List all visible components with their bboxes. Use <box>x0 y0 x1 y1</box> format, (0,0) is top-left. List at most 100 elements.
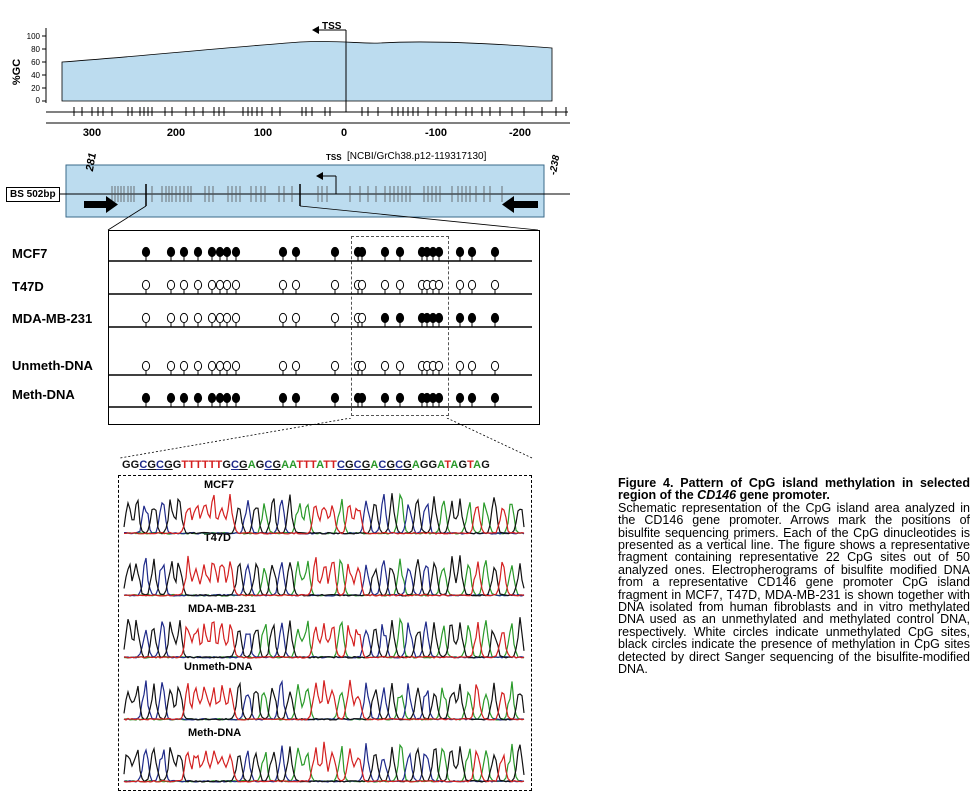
unmethylated-cpg-site <box>166 360 176 375</box>
caption-body: Schematic representation of the CpG isla… <box>618 500 970 677</box>
sequence-base: G <box>222 459 231 471</box>
sequence-base: T <box>296 459 304 471</box>
trace-label-mda-mb-231: MDA-MB-231 <box>188 603 256 615</box>
gc-x-tick: 300 <box>82 127 102 139</box>
sequence-base: G <box>122 459 131 471</box>
methylated-cpg-site <box>490 246 500 261</box>
methylated-cpg-site <box>330 392 340 407</box>
methylated-cpg-site <box>166 246 176 261</box>
sequence-base: G <box>403 459 412 471</box>
methylated-cpg-site <box>357 246 367 261</box>
gc-y-tick: 40 <box>31 71 40 80</box>
unmethylated-cpg-site <box>231 312 241 327</box>
sample-label-mcf7: MCF7 <box>12 246 48 261</box>
methylated-cpg-site <box>380 312 390 327</box>
unmethylated-cpg-site <box>207 360 217 375</box>
methylated-cpg-site <box>231 392 241 407</box>
ncbi-coordinate-label: [NCBI/GrCh38.p12-119317130] <box>347 151 487 162</box>
unmethylated-cpg-site <box>222 360 232 375</box>
unmethylated-cpg-site <box>357 360 367 375</box>
gc-y-tick: 0 <box>35 96 40 105</box>
trace-label-unmeth-dna: Unmeth-DNA <box>184 661 253 673</box>
unmethylated-cpg-site <box>422 279 432 294</box>
unmethylated-cpg-site <box>380 360 390 375</box>
methylated-cpg-site <box>278 246 288 261</box>
sequence-base: G <box>419 459 429 471</box>
unmethylated-cpg-site <box>179 279 189 294</box>
unmethylated-cpg-site <box>166 312 176 327</box>
unmethylated-cpg-site <box>141 312 151 327</box>
sequence-base: T <box>330 459 337 471</box>
unmethylated-cpg-site <box>179 360 189 375</box>
unmethylated-cpg-site <box>215 312 225 327</box>
methylated-cpg-site <box>141 246 151 261</box>
trace-G <box>123 555 525 597</box>
gc-tss-label: TSS <box>322 21 342 32</box>
unmethylated-cpg-site <box>490 279 500 294</box>
sequence-base: G <box>239 459 248 471</box>
unmethylated-cpg-site <box>291 312 301 327</box>
sequence-base: G <box>361 459 371 471</box>
unmethylated-cpg-site <box>179 312 189 327</box>
unmethylated-cpg-site <box>207 312 217 327</box>
sequence-base: A <box>370 459 379 471</box>
cpg-region-schematic <box>46 164 570 231</box>
trace-G <box>123 744 525 783</box>
methylated-cpg-site <box>395 312 405 327</box>
gc-x-tick: 200 <box>166 127 186 139</box>
unmethylated-cpg-site <box>434 279 444 294</box>
unmethylated-cpg-site <box>380 279 390 294</box>
methylated-cpg-site <box>455 312 465 327</box>
unmethylated-cpg-site <box>490 360 500 375</box>
methylated-cpg-site <box>422 392 432 407</box>
sample-label-t47d: T47D <box>12 279 44 294</box>
methylated-cpg-site <box>395 246 405 261</box>
unmethylated-cpg-site <box>467 279 477 294</box>
methylated-cpg-site <box>330 246 340 261</box>
sequence-base: G <box>255 459 265 471</box>
sequence-base: C <box>264 459 273 471</box>
methylated-cpg-site <box>166 392 176 407</box>
region-cpg-lines <box>111 186 503 202</box>
sequence-base: T <box>201 459 209 471</box>
sequence-base: T <box>181 459 189 471</box>
sequence-base: T <box>303 459 311 471</box>
unmethylated-cpg-site <box>215 360 225 375</box>
sample-label-unmeth-dna: Unmeth-DNA <box>12 358 93 373</box>
unmethylated-cpg-site <box>291 279 301 294</box>
trace-T <box>123 555 525 597</box>
unmethylated-cpg-site <box>193 360 203 375</box>
methylated-cpg-site <box>231 246 241 261</box>
methylated-cpg-site <box>434 246 444 261</box>
reverse-primer-arrow <box>502 196 538 213</box>
sequence-base: C <box>231 459 240 471</box>
forward-primer-arrow <box>84 196 118 213</box>
methylated-cpg-site <box>179 392 189 407</box>
unmethylated-cpg-site <box>455 279 465 294</box>
methylated-cpg-site <box>291 392 301 407</box>
methylated-cpg-site <box>222 246 232 261</box>
unmethylated-cpg-site <box>395 279 405 294</box>
methylated-cpg-site <box>467 392 477 407</box>
unmethylated-cpg-site <box>428 360 438 375</box>
sequence-base: A <box>316 459 324 471</box>
sequence-base: C <box>378 459 387 471</box>
unmethylated-cpg-site <box>166 279 176 294</box>
sequence-base: G <box>428 459 438 471</box>
unmethylated-cpg-site <box>193 312 203 327</box>
gc-x-tick: 100 <box>253 127 273 139</box>
unmethylated-cpg-site <box>207 279 217 294</box>
trace-label-t47d: T47D <box>204 532 231 544</box>
gc-y-tick: 20 <box>31 84 40 93</box>
sequence-base: A <box>437 459 445 471</box>
gc-y-tick: 80 <box>31 45 40 54</box>
methylated-cpg-site <box>222 392 232 407</box>
trace-T <box>123 741 525 783</box>
methylated-cpg-site <box>207 246 217 261</box>
sequence-base: C <box>139 459 148 471</box>
unmethylated-cpg-site <box>222 312 232 327</box>
sequence-base: G <box>458 459 468 471</box>
sequence-base: T <box>215 459 223 471</box>
unmethylated-cpg-site <box>455 360 465 375</box>
unmethylated-cpg-site <box>291 360 301 375</box>
